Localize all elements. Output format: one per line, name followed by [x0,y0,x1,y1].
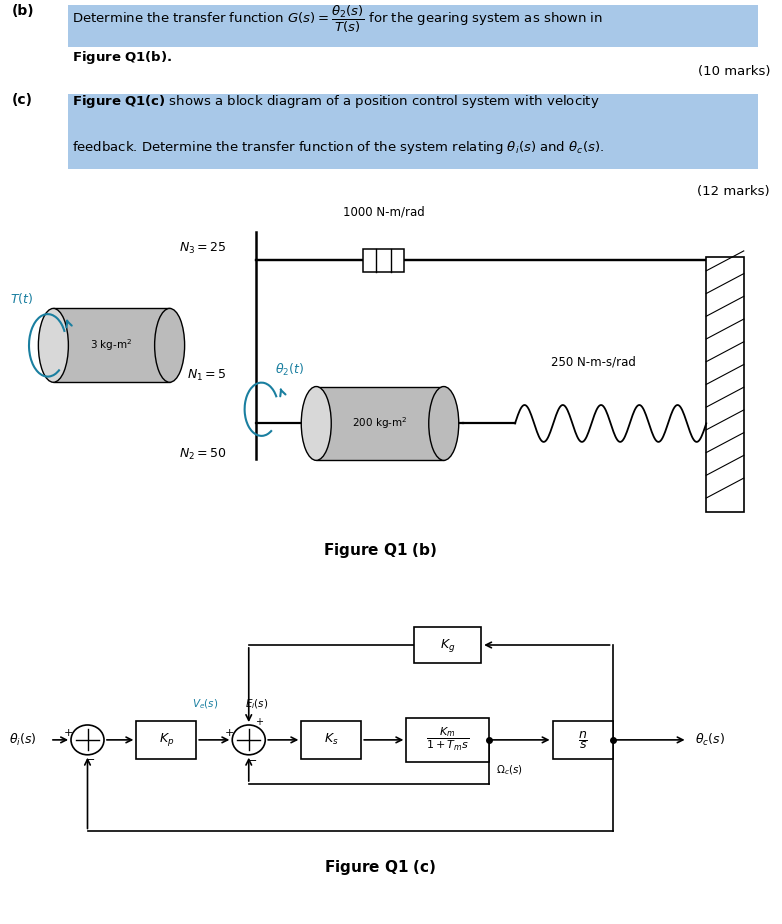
Text: 3 kg-m$^2$: 3 kg-m$^2$ [91,337,133,353]
Bar [706,257,744,512]
Text: $-$: $-$ [246,754,256,764]
Text: $K_s$: $K_s$ [324,733,339,748]
Text: (12 marks): (12 marks) [698,185,770,198]
Text: $\dfrac{K_m}{1+T_ms}$: $\dfrac{K_m}{1+T_ms}$ [426,726,469,753]
Text: $\mathbf{Figure\ Q1\ (b)}$: $\mathbf{Figure\ Q1\ (b)}$ [323,541,437,561]
Text: +: + [255,717,264,727]
Bar [53,309,170,383]
Text: (c): (c) [12,93,33,107]
Circle shape [232,725,265,755]
Text: Determine the transfer function $G(s)=\dfrac{\theta_2(s)}{T(s)}$ for the gearing: Determine the transfer function $G(s)=\d… [72,4,603,35]
Ellipse shape [38,309,68,383]
Ellipse shape [155,309,185,383]
Text: $\theta_2(t)$: $\theta_2(t)$ [275,362,304,378]
Text: $\theta_c(s)$: $\theta_c(s)$ [695,732,725,748]
Bar [414,627,481,663]
Bar [363,249,404,272]
Text: (b): (b) [12,4,34,18]
Text: (10 marks): (10 marks) [698,65,770,78]
Bar [553,722,612,759]
Bar [316,386,443,460]
Text: 250 N-m-s/rad: 250 N-m-s/rad [551,355,637,368]
FancyBboxPatch shape [68,5,758,47]
Text: $\mathbf{Figure\ Q1(c)}$ shows a block diagram of a position control system with: $\mathbf{Figure\ Q1(c)}$ shows a block d… [72,93,600,110]
Circle shape [71,725,104,755]
Text: $K_g$: $K_g$ [439,637,455,653]
Text: $N_2 = 50$: $N_2 = 50$ [178,446,226,461]
FancyBboxPatch shape [68,94,758,169]
Text: $E_i(s)$: $E_i(s)$ [245,698,268,711]
Text: $-$: $-$ [85,752,95,762]
Text: $T(t)$: $T(t)$ [9,291,33,306]
Bar [407,718,489,762]
Text: $\dfrac{n}{s}$: $\dfrac{n}{s}$ [578,729,587,751]
Text: $K_p$: $K_p$ [159,732,174,748]
Text: $N_3 = 25$: $N_3 = 25$ [179,240,226,256]
Text: $\mathbf{Figure\ Q1\ (c)}$: $\mathbf{Figure\ Q1\ (c)}$ [324,857,436,877]
Text: $\theta_i(s)$: $\theta_i(s)$ [9,732,37,748]
Text: 200 kg-m$^2$: 200 kg-m$^2$ [353,416,407,432]
Text: 1000 N-m/rad: 1000 N-m/rad [343,206,425,219]
Ellipse shape [301,386,332,460]
Text: +: + [224,728,234,738]
Text: $N_1 = 5$: $N_1 = 5$ [187,369,226,383]
Text: $V_e(s)$: $V_e(s)$ [192,698,218,711]
Bar [301,722,361,759]
Text: +: + [63,728,73,738]
Ellipse shape [429,386,459,460]
Text: $\mathbf{Figure\ Q1(b).}$: $\mathbf{Figure\ Q1(b).}$ [72,49,172,66]
Text: $\Omega_c(s)$: $\Omega_c(s)$ [497,763,523,777]
Text: feedback. Determine the transfer function of the system relating $\theta_i(s)$ a: feedback. Determine the transfer functio… [72,139,604,156]
Bar [136,722,196,759]
